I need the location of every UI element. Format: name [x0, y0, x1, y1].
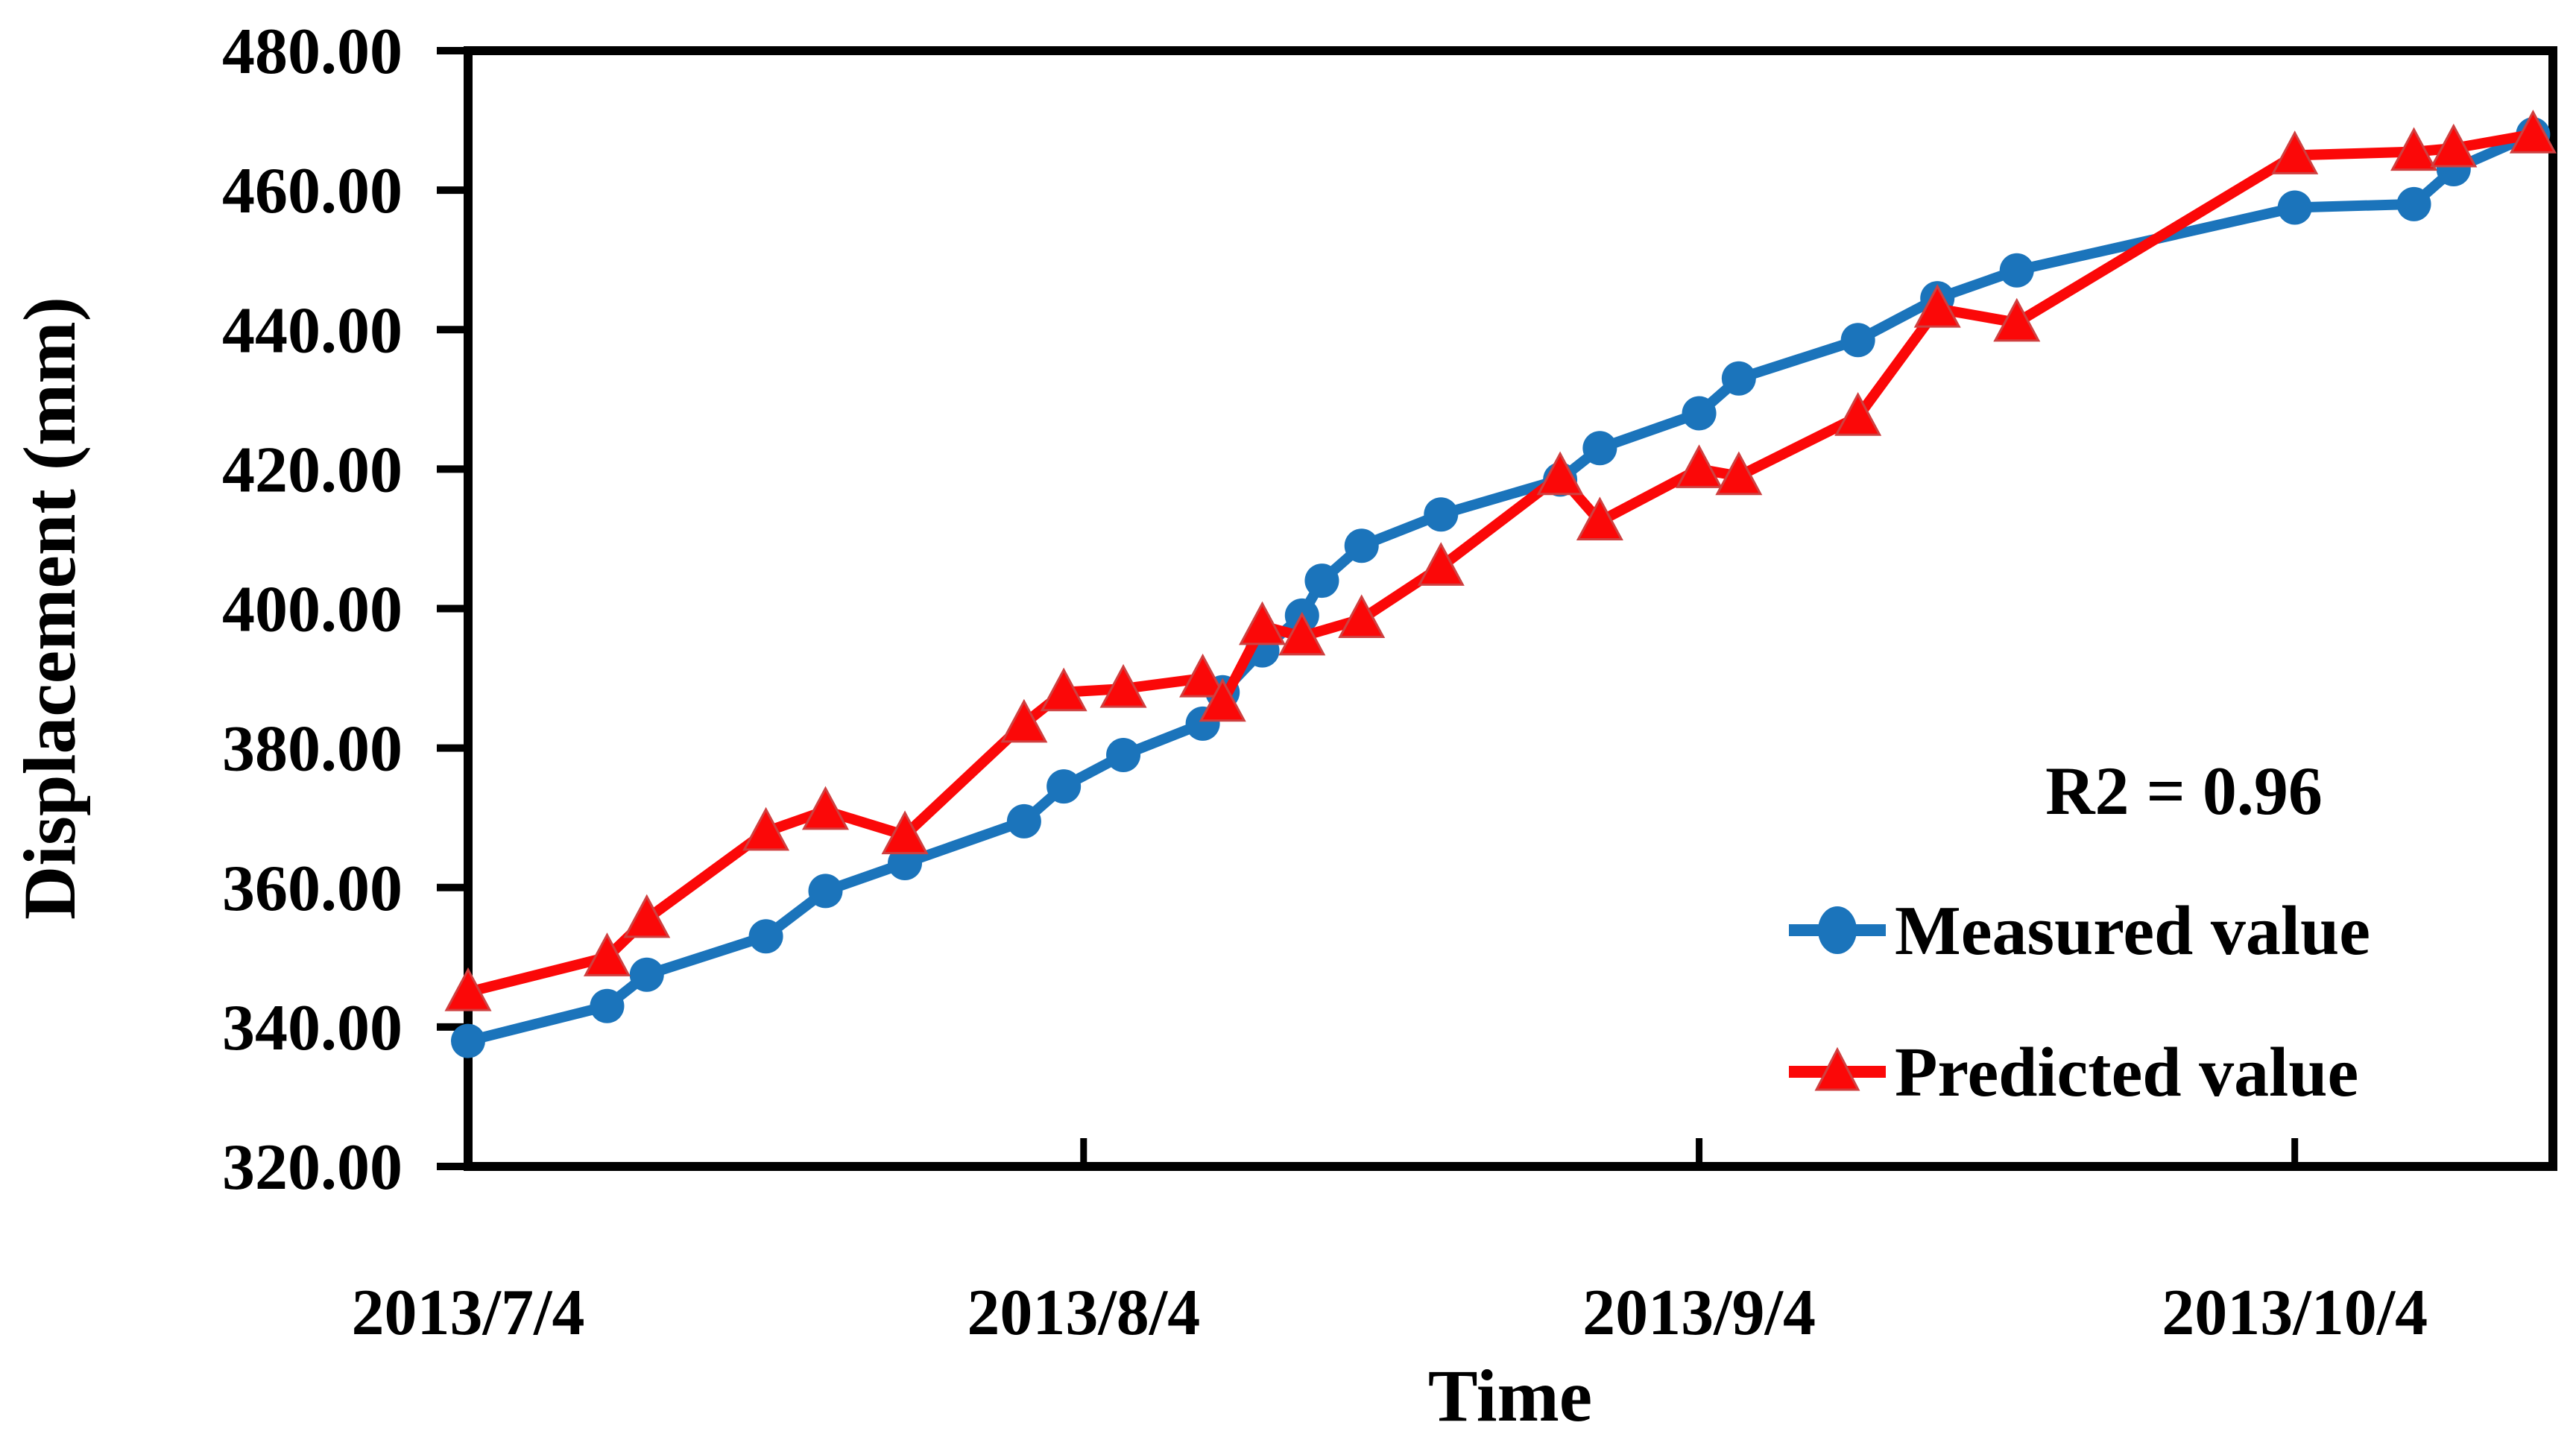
y-tick-label: 440.00: [222, 294, 402, 367]
axis-tick-labels: 320.00 340.00 360.00 380.00 400.00 420.00 440.…: [222, 16, 2428, 1349]
y-tick-label: 320.00: [222, 1131, 402, 1204]
y-tick-label: 400.00: [222, 574, 402, 646]
x-axis-title: Time: [1428, 1354, 1592, 1437]
y-tick-label: 480.00: [222, 16, 402, 88]
y-axis-title: Displacement (mm): [8, 297, 91, 920]
legend-item-predicted: Predicted value: [1789, 1034, 2358, 1111]
y-tick-label: 380.00: [222, 713, 402, 786]
legend-label-predicted: Predicted value: [1895, 1034, 2358, 1111]
legend: Measured value Predicted value: [1789, 892, 2370, 1111]
legend-label-measured: Measured value: [1895, 892, 2370, 970]
x-tick-label: 2013/10/4: [2162, 1277, 2428, 1349]
r2-annotation: R2 = 0.96: [2045, 753, 2323, 829]
axis-ticks: [437, 47, 2299, 1170]
data-series: [444, 110, 2557, 1058]
y-tick-label: 340.00: [222, 992, 402, 1064]
x-tick-label: 2013/7/4: [352, 1277, 585, 1349]
legend-item-measured: Measured value: [1789, 892, 2370, 970]
y-tick-label: 360.00: [222, 853, 402, 925]
y-tick-label: 420.00: [222, 434, 402, 506]
predicted-triangle-icon: [1814, 1046, 1860, 1091]
y-tick-label: 460.00: [222, 155, 402, 227]
x-tick-label: 2013/8/4: [967, 1277, 1200, 1349]
x-tick-label: 2013/9/4: [1582, 1277, 1816, 1349]
measured-circle-icon: [1818, 906, 1857, 954]
